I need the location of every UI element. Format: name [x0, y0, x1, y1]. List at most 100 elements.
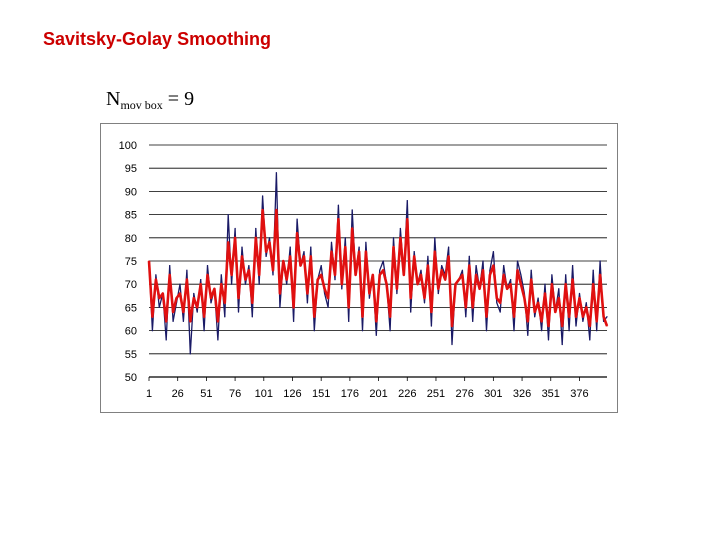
raw-data-point	[293, 320, 295, 322]
smoothed-data-point	[227, 241, 229, 243]
y-tick-label: 50	[125, 372, 137, 384]
raw-data-point	[286, 283, 288, 285]
smoothed-data-point	[565, 283, 567, 285]
raw-data-point	[224, 316, 226, 318]
raw-data-point	[320, 265, 322, 267]
smoothed-data-point	[551, 283, 553, 285]
smoothed-data-point	[413, 255, 415, 257]
x-tick-label: 351	[542, 388, 560, 400]
raw-data-point	[306, 302, 308, 304]
raw-data-point	[530, 269, 532, 271]
y-tick-label: 65	[125, 302, 137, 314]
formula-main: N	[106, 88, 121, 110]
raw-data-point	[289, 246, 291, 248]
smoothed-data-point	[575, 316, 577, 318]
raw-data-point	[434, 237, 436, 239]
smoothed-data-point	[355, 274, 357, 276]
raw-data-point	[310, 246, 312, 248]
raw-data-point	[585, 302, 587, 304]
smoothed-data-point	[417, 283, 419, 285]
raw-data-point	[537, 297, 539, 299]
smoothed-data-point	[182, 311, 184, 313]
raw-data-point	[527, 334, 529, 336]
smoothed-data-point	[561, 325, 563, 327]
smoothed-data-point	[472, 306, 474, 308]
smoothed-data-point	[420, 274, 422, 276]
smoothed-data-point	[606, 325, 608, 327]
smoothed-data-point	[244, 279, 246, 281]
x-tick-label: 376	[570, 388, 588, 400]
smoothed-data-point	[172, 311, 174, 313]
smoothed-data-point	[572, 279, 574, 281]
formula-subscript: mov box	[120, 98, 163, 112]
smoothed-data-point	[286, 279, 288, 281]
smoothed-data-point	[451, 325, 453, 327]
raw-data-point	[255, 227, 257, 230]
smoothed-data-point	[513, 316, 515, 318]
raw-data-point	[237, 311, 240, 313]
raw-data-point	[399, 227, 401, 230]
raw-data-point	[513, 330, 515, 332]
raw-data-point	[499, 311, 501, 313]
smoothed-data-point	[248, 269, 250, 271]
smoothed-data-point	[589, 325, 591, 327]
raw-data-point	[351, 209, 353, 211]
smoothed-data-point	[578, 297, 581, 299]
x-tick-label: 126	[283, 388, 301, 400]
smoothed-data-point	[372, 274, 374, 276]
smoothed-data-point	[358, 251, 360, 253]
raw-data-point	[475, 265, 477, 267]
x-tick-label: 251	[427, 388, 445, 400]
smoothed-data-point	[541, 320, 543, 322]
raw-data-point	[430, 325, 432, 327]
smoothed-data-point	[217, 320, 219, 322]
smoothed-data-point	[365, 251, 367, 253]
x-tick-label: 26	[172, 388, 184, 400]
smoothed-data-point	[344, 246, 346, 248]
y-tick-label: 70	[125, 279, 137, 291]
smoothed-data-point	[165, 320, 167, 322]
smoothed-data-point	[479, 288, 481, 290]
smoothed-data-point	[179, 292, 181, 295]
raw-data-point	[344, 237, 346, 239]
smoothed-data-point	[382, 269, 384, 271]
smoothed-data-point	[489, 274, 491, 276]
raw-data-point	[392, 237, 395, 239]
raw-data-point	[151, 330, 153, 332]
smoothed-data-point	[196, 306, 198, 308]
raw-data-point	[303, 251, 305, 253]
raw-data-point	[468, 255, 470, 257]
smoothed-data-point	[262, 209, 264, 211]
smoothed-data-point	[503, 274, 505, 276]
smoothed-data-point	[441, 269, 443, 271]
raw-data-point	[348, 320, 350, 322]
smoothed-data-point	[506, 288, 508, 290]
smoothed-data-point	[299, 265, 302, 267]
raw-data-point	[568, 330, 570, 332]
smoothed-data-point	[375, 320, 377, 322]
y-tick-label: 85	[125, 210, 137, 222]
raw-data-point	[165, 339, 167, 341]
smoothed-data-point	[368, 292, 370, 295]
raw-data-point	[341, 288, 343, 290]
raw-data-point	[182, 320, 184, 322]
smoothed-data-point	[496, 297, 498, 299]
raw-data-point	[547, 339, 550, 341]
smoothed-data-point	[361, 316, 364, 318]
raw-data-point	[275, 172, 277, 174]
raw-data-point	[558, 288, 560, 290]
raw-data-point	[265, 255, 267, 257]
smoothed-data-point	[603, 316, 605, 318]
smoothed-data-point	[582, 316, 584, 318]
raw-data-point	[368, 297, 370, 299]
raw-data-point	[279, 306, 281, 308]
raw-data-point	[599, 260, 601, 262]
raw-data-point	[441, 265, 443, 267]
smoothed-data-point	[265, 251, 267, 253]
y-tick-label: 55	[125, 349, 137, 361]
smoothed-data-point	[523, 297, 525, 299]
smoothed-data-point	[327, 297, 329, 299]
smoothed-data-point	[596, 320, 598, 322]
series-line-smoothed	[147, 208, 609, 328]
raw-data-point	[169, 265, 171, 267]
